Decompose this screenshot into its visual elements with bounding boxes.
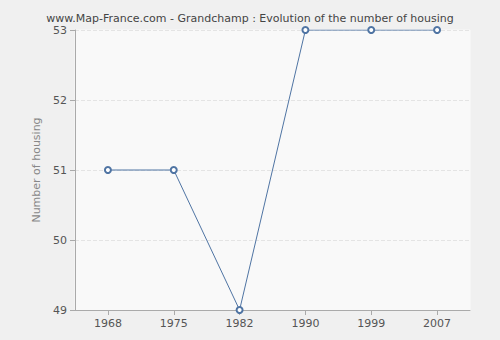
svg-text:49: 49 xyxy=(53,304,67,317)
svg-text:53: 53 xyxy=(53,24,67,37)
svg-text:51: 51 xyxy=(53,164,67,177)
svg-text:52: 52 xyxy=(53,94,67,107)
svg-text:50: 50 xyxy=(53,234,67,247)
svg-text:1990: 1990 xyxy=(291,317,319,330)
svg-text:1999: 1999 xyxy=(357,317,385,330)
svg-text:Number of housing: Number of housing xyxy=(30,117,43,222)
svg-text:1968: 1968 xyxy=(94,317,122,330)
svg-text:www.Map-France.com - Grandcham: www.Map-France.com - Grandchamp : Evolut… xyxy=(46,12,453,25)
svg-text:1982: 1982 xyxy=(226,317,254,330)
svg-text:1975: 1975 xyxy=(160,317,188,330)
svg-text:2007: 2007 xyxy=(423,317,451,330)
